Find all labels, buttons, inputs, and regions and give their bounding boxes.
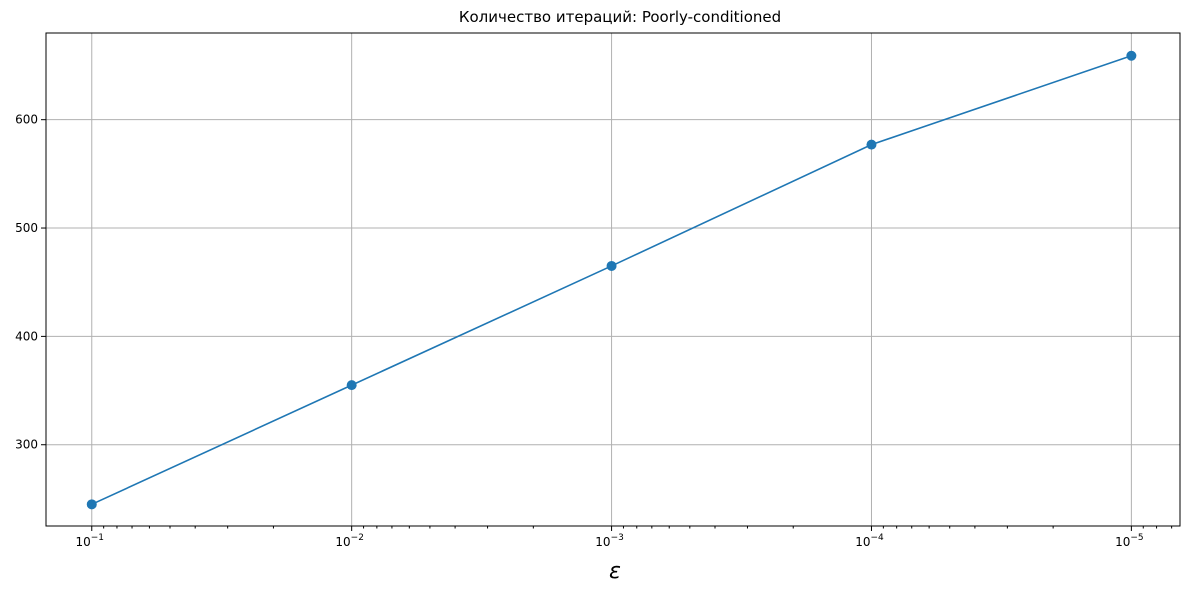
data-point xyxy=(86,499,97,510)
ticks: 10−1 10−2 10−3 10−4 10−5 300 400 500 600 xyxy=(15,113,1173,549)
x-tick-label: 10−2 xyxy=(335,533,364,549)
x-tick-label: 10−5 xyxy=(1115,533,1144,549)
data-point xyxy=(606,260,617,271)
chart-title: Количество итераций: Poorly-conditioned xyxy=(459,8,781,26)
plot-frame xyxy=(45,32,1181,527)
x-tick-label: 10−3 xyxy=(595,533,624,549)
data-point xyxy=(866,139,877,150)
x-tick-label: 10−1 xyxy=(75,533,104,549)
x-tick-label: 10−4 xyxy=(855,533,884,549)
x-axis-label: ε xyxy=(609,559,621,584)
data-point xyxy=(346,380,357,391)
y-tick-label: 400 xyxy=(15,329,38,343)
y-tick-label: 500 xyxy=(15,221,38,235)
y-tick-label: 300 xyxy=(15,438,38,452)
series-layer xyxy=(86,50,1137,510)
grid xyxy=(46,33,1180,526)
y-tick-label: 600 xyxy=(15,113,38,127)
data-point xyxy=(1126,50,1137,61)
